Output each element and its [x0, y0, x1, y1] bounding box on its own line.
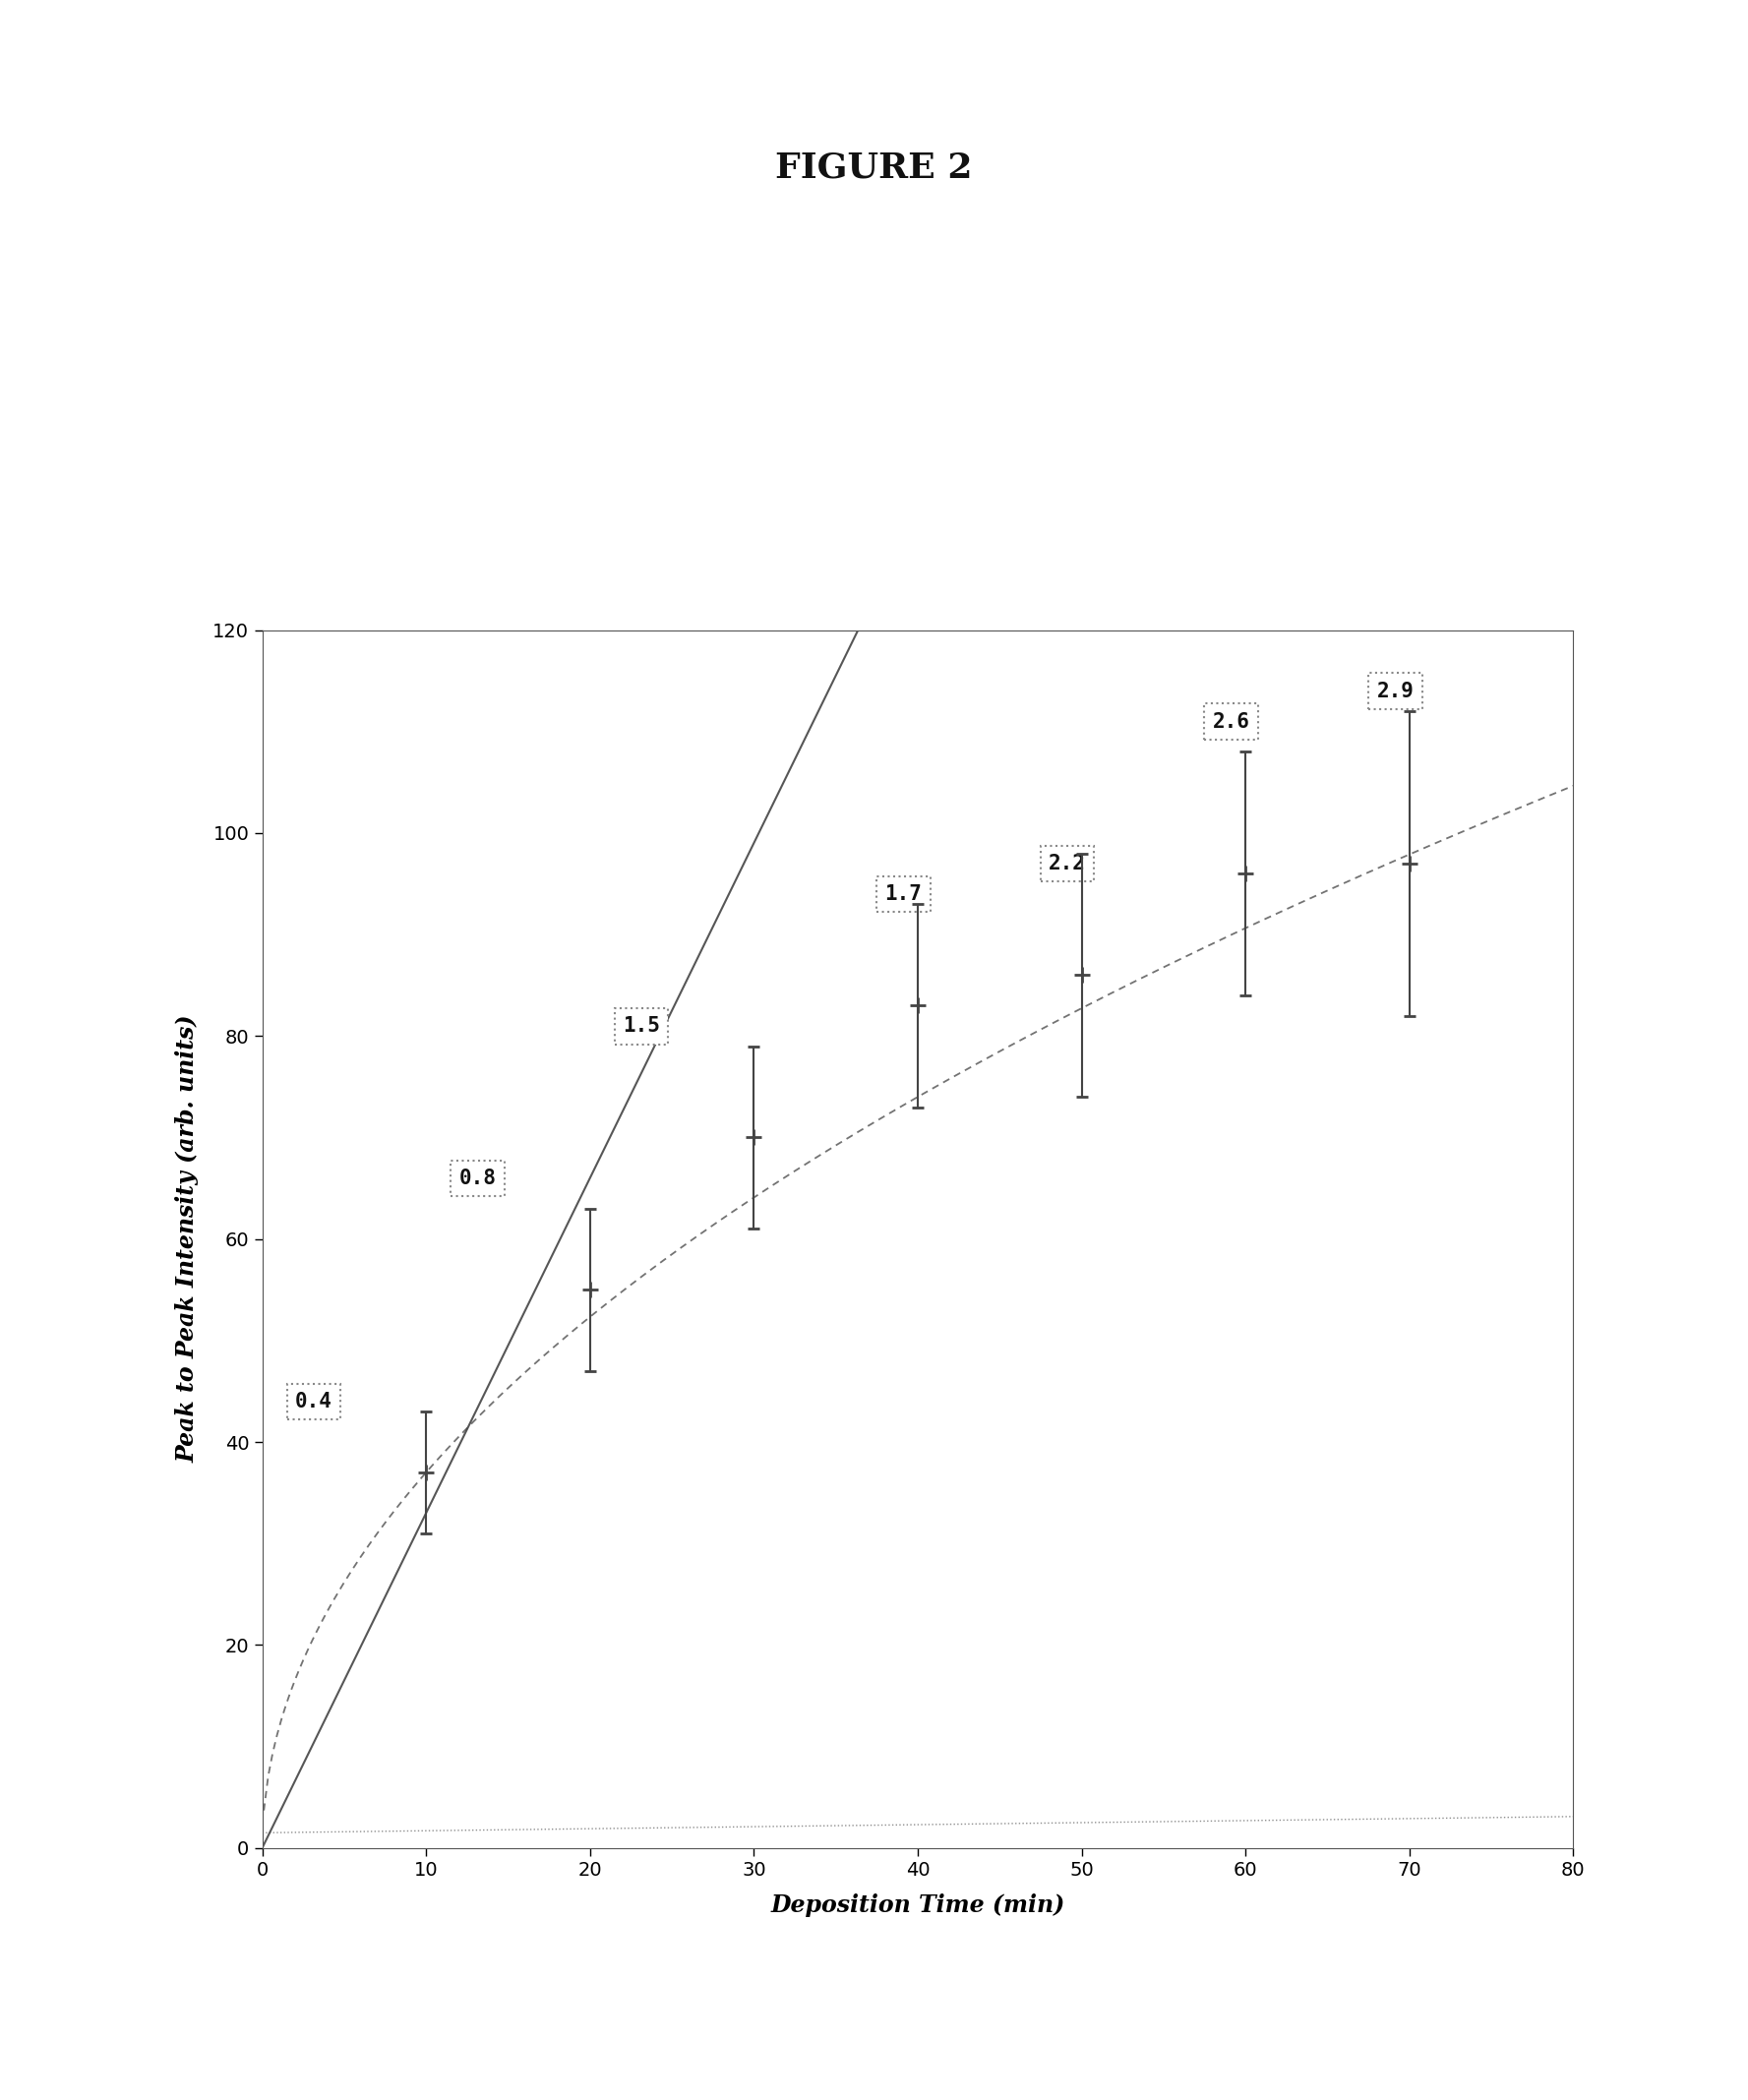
Text: 2.9: 2.9	[1377, 680, 1414, 701]
Text: 0.4: 0.4	[295, 1392, 332, 1411]
Y-axis label: Peak to Peak Intensity (arb. units): Peak to Peak Intensity (arb. units)	[175, 1014, 199, 1464]
Text: 2.2: 2.2	[1049, 855, 1086, 874]
Text: 2.6: 2.6	[1213, 712, 1250, 731]
Text: 1.5: 1.5	[622, 1016, 661, 1035]
Text: FIGURE 2: FIGURE 2	[776, 151, 972, 185]
X-axis label: Deposition Time (min): Deposition Time (min)	[771, 1894, 1065, 1917]
Text: 0.8: 0.8	[458, 1168, 496, 1189]
Text: 1.7: 1.7	[884, 884, 923, 903]
